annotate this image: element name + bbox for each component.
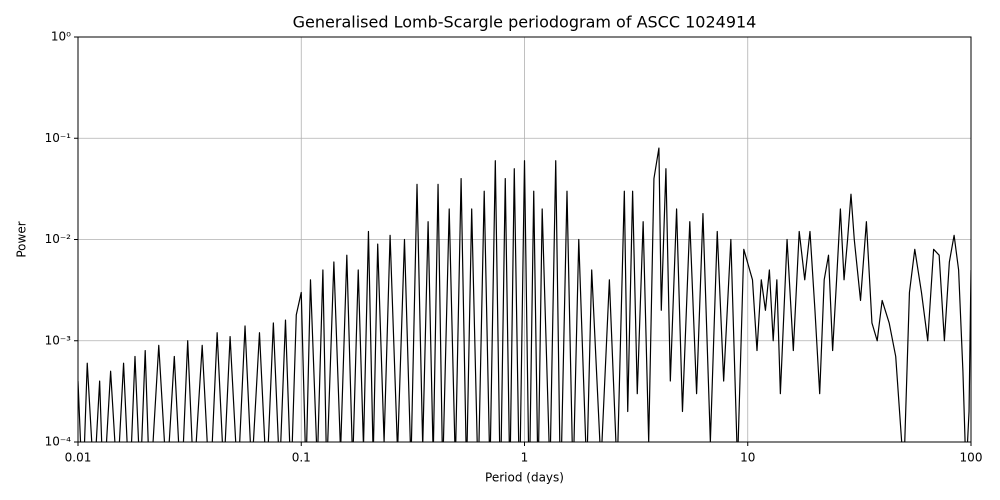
y-axis-label: Power [15, 221, 29, 257]
x-tick-label: 10 [740, 451, 755, 465]
chart-title: Generalised Lomb-Scargle periodogram of … [293, 13, 757, 32]
plot-area [78, 147, 971, 442]
x-tick-label: 0.01 [65, 451, 92, 465]
y-tick-label: 10⁻² [45, 232, 72, 246]
x-tick-label: 100 [960, 451, 983, 465]
y-tick-label: 10⁰ [51, 30, 71, 44]
y-tick-label: 10⁻⁴ [45, 435, 72, 449]
x-tick-label: 1 [521, 451, 529, 465]
x-tick-label: 0.1 [292, 451, 311, 465]
y-tick-label: 10⁻¹ [45, 131, 72, 145]
y-tick-label: 10⁻³ [45, 333, 72, 347]
x-axis-label: Period (days) [485, 471, 564, 485]
periodogram-line [78, 147, 971, 442]
